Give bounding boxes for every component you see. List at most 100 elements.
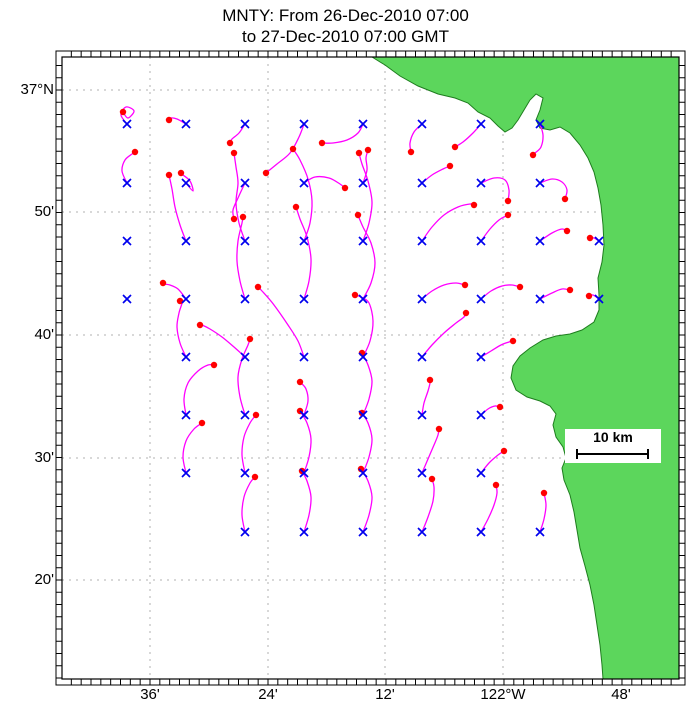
trajectory-end-dot: [563, 227, 571, 235]
trajectory-end-dot: [561, 195, 569, 203]
grid-marker-x: [358, 236, 368, 246]
grid-marker-x: [476, 468, 486, 478]
trajectory-end-dot: [355, 149, 363, 157]
trajectory-path: [236, 216, 246, 300]
scale-bar-label: 10 km: [593, 429, 633, 445]
grid-marker-x: [417, 468, 427, 478]
trajectory-end-dot: [354, 211, 362, 219]
grid-marker-x: [181, 294, 191, 304]
trajectory-path: [295, 206, 312, 300]
map-canvas: [55, 50, 686, 686]
trajectory-end-dot: [226, 139, 234, 147]
trajectory-end-dot: [407, 148, 415, 156]
trajectory-path: [480, 484, 498, 533]
trajectory-end-dot: [176, 297, 184, 305]
x-axis-tick-label: 12': [375, 686, 395, 703]
figure-title-line2: to 27-Dec-2010 07:00 GMT: [242, 27, 449, 46]
x-axis-tick-label: 122°W: [480, 686, 526, 703]
grid-marker-x: [535, 236, 545, 246]
grid-marker-x: [417, 527, 427, 537]
grid-marker-x: [417, 294, 427, 304]
trajectory-path: [233, 152, 246, 242]
trajectory-path: [362, 149, 369, 184]
trajectory-end-dot: [239, 213, 247, 221]
trajectory-end-dot: [504, 197, 512, 205]
figure-title-line1: MNTY: From 26-Dec-2010 07:00: [222, 6, 469, 25]
trajectory-end-dot: [262, 169, 270, 177]
trajectory-end-dot: [585, 292, 593, 300]
grid-marker-x: [299, 294, 309, 304]
trajectory-path: [539, 178, 568, 200]
grid-marker-x: [240, 178, 250, 188]
trajectory-path: [241, 414, 257, 474]
trajectory-end-dot: [318, 139, 326, 147]
trajectory-path: [539, 492, 547, 533]
grid-marker-x: [476, 178, 486, 188]
trajectory-path: [237, 338, 251, 416]
grid-marker-x: [535, 178, 545, 188]
grid-marker-x: [181, 352, 191, 362]
grid-marker-x: [417, 352, 427, 362]
trajectory-end-dot: [165, 171, 173, 179]
trajectory-path: [539, 228, 568, 242]
trajectory-end-dot: [198, 419, 206, 427]
trajectory-end-dot: [496, 403, 504, 411]
grid-marker-x: [299, 119, 309, 129]
trajectory-end-dot: [509, 337, 517, 345]
grid-marker-x: [535, 527, 545, 537]
grid-marker-x: [240, 527, 250, 537]
trajectory-path: [421, 165, 451, 184]
trajectory-end-dot: [586, 234, 594, 242]
trajectory-end-dot: [289, 145, 297, 153]
trajectory-path: [421, 203, 475, 242]
trajectory-end-dot: [159, 279, 167, 287]
trajectory-end-dot: [292, 203, 300, 211]
land-polygon: [370, 56, 680, 680]
grid-marker-x: [476, 352, 486, 362]
trajectory-path: [182, 422, 203, 474]
trajectory-end-dot: [435, 425, 443, 433]
trajectory-end-dot: [246, 335, 254, 343]
trajectory-end-dot: [196, 321, 204, 329]
trajectory-end-dot: [296, 378, 304, 386]
grid-marker-x: [417, 410, 427, 420]
grid-marker-x: [181, 410, 191, 420]
trajectory-path: [257, 286, 305, 358]
trajectory-end-dot: [566, 286, 574, 294]
grid-marker-x: [535, 294, 545, 304]
trajectory-path: [421, 282, 466, 300]
x-axis-tick-label: 24': [258, 686, 278, 703]
grid-marker-x: [358, 119, 368, 129]
trajectory-path: [480, 340, 514, 358]
trajectory-path: [409, 123, 423, 153]
trajectory-end-dot: [364, 146, 372, 154]
trajectory-end-dot: [470, 201, 478, 209]
trajectory-end-dot: [540, 489, 548, 497]
trajectory-end-dot: [251, 473, 259, 481]
grid-marker-x: [122, 294, 132, 304]
trajectory-path: [421, 312, 467, 358]
trajectory-path: [421, 428, 440, 474]
trajectory-path: [357, 214, 376, 300]
trajectory-path: [358, 152, 373, 242]
x-axis-tick-label: 48': [611, 686, 631, 703]
trajectory-path: [480, 284, 521, 300]
trajectory-path: [301, 470, 312, 533]
trajectory-path: [299, 410, 312, 474]
grid-marker-x: [299, 468, 309, 478]
trajectory-path: [265, 123, 305, 174]
grid-marker-x: [594, 294, 604, 304]
trajectory-path: [120, 106, 135, 125]
trajectory-path: [361, 412, 373, 474]
y-axis-tick-label: 20': [34, 571, 54, 588]
trajectory-path: [539, 288, 571, 300]
trajectory-end-dot: [529, 151, 537, 159]
trajectory-end-dot: [351, 291, 359, 299]
trajectory-path: [361, 352, 373, 416]
trajectory-end-dot: [165, 116, 173, 124]
trajectory-end-dot: [230, 149, 238, 157]
trajectory-end-dot: [119, 108, 127, 116]
grid-marker-x: [240, 294, 250, 304]
trajectory-end-dot: [131, 148, 139, 156]
trajectory-end-dot: [492, 481, 500, 489]
